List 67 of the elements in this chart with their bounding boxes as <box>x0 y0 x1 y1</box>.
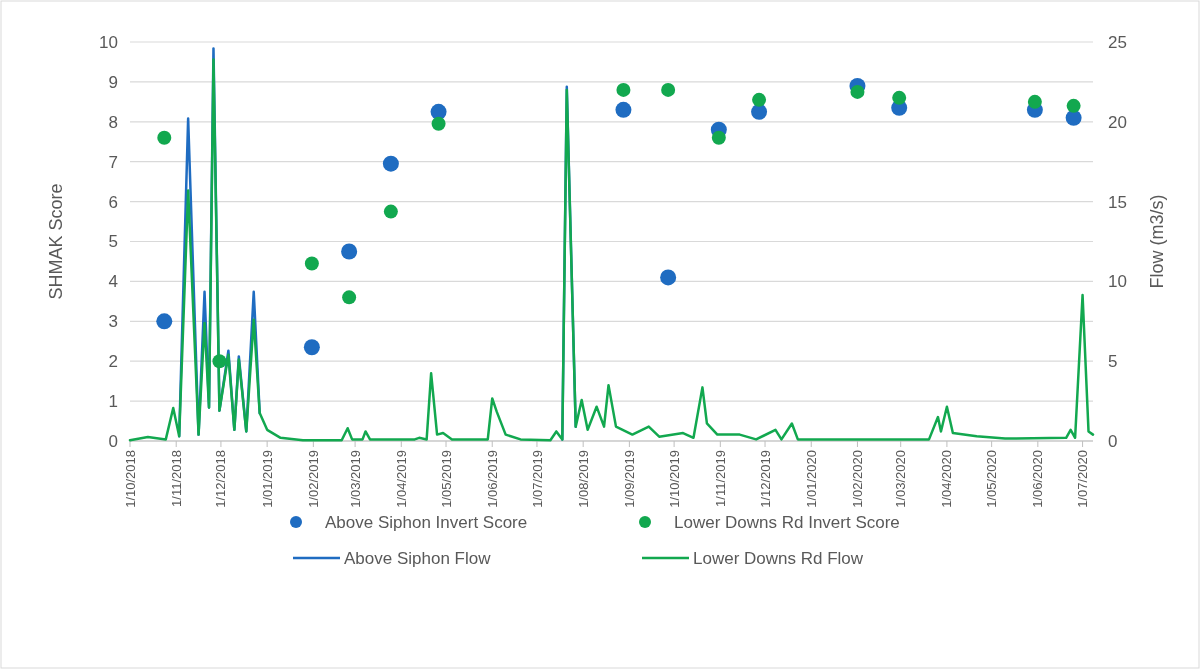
x-tick-label: 1/02/2019 <box>305 450 321 508</box>
y2-tick-label: 15 <box>1108 192 1127 212</box>
legend-label: Above Siphon Invert Score <box>325 512 528 532</box>
x-tick-label: 1/03/2019 <box>347 450 363 508</box>
legend-label: Lower Downs Rd Flow <box>693 548 864 568</box>
x-tick-label: 1/06/2020 <box>1030 450 1046 508</box>
point <box>156 313 173 330</box>
point <box>431 116 446 131</box>
point <box>711 130 726 145</box>
point <box>752 92 767 107</box>
x-tick-label: 1/03/2020 <box>893 450 909 508</box>
point <box>1065 109 1082 126</box>
point <box>660 269 677 286</box>
x-tick-label: 1/08/2019 <box>575 450 591 508</box>
x-tick-label: 1/05/2019 <box>438 450 454 508</box>
point <box>1027 94 1042 109</box>
y-axis-title: SHMAK Score <box>46 183 66 300</box>
y-tick-label: 10 <box>99 32 118 52</box>
y2-axis-title: Flow (m3/s) <box>1147 194 1167 289</box>
y-tick-label: 4 <box>108 272 118 292</box>
legend-label: Lower Downs Rd Invert Score <box>674 512 900 532</box>
x-tick-label: 1/12/2018 <box>213 450 229 508</box>
x-tick-label: 1/06/2019 <box>484 450 500 508</box>
point <box>751 103 768 120</box>
point <box>382 155 399 172</box>
y-tick-label: 6 <box>108 192 118 212</box>
y-tick-label: 5 <box>108 232 118 252</box>
point <box>383 204 398 219</box>
x-tick-label: 1/02/2020 <box>850 450 866 508</box>
point <box>661 82 676 97</box>
x-tick-label: 1/04/2019 <box>393 450 409 508</box>
point <box>850 84 865 99</box>
legend-label: Above Siphon Flow <box>344 548 492 568</box>
point <box>212 354 227 369</box>
y2-tick-label: 25 <box>1108 32 1127 52</box>
x-tick-label: 1/04/2020 <box>939 450 955 508</box>
x-tick-label: 1/07/2020 <box>1075 450 1091 508</box>
point <box>616 82 631 97</box>
x-tick-label: 1/10/2018 <box>122 450 138 508</box>
x-tick-label: 1/10/2019 <box>666 450 682 508</box>
y-tick-label: 9 <box>108 72 118 92</box>
x-tick-label: 1/11/2019 <box>712 450 728 507</box>
point <box>615 101 632 118</box>
y2-tick-label: 5 <box>1108 352 1118 372</box>
x-tick-label: 1/11/2018 <box>168 450 184 507</box>
y-tick-label: 8 <box>108 112 118 132</box>
point <box>304 256 319 271</box>
y-tick-label: 3 <box>108 312 118 332</box>
y-tick-label: 0 <box>108 431 118 451</box>
x-tick-label: 1/05/2020 <box>984 450 1000 508</box>
y2-tick-label: 10 <box>1108 272 1127 292</box>
point <box>1066 98 1081 113</box>
y-tick-label: 7 <box>108 152 118 172</box>
point <box>892 90 907 105</box>
y2-tick-label: 20 <box>1108 112 1127 132</box>
point <box>341 243 358 260</box>
x-tick-label: 1/07/2019 <box>529 450 545 508</box>
point <box>303 339 320 356</box>
x-tick-label: 1/12/2019 <box>757 450 773 508</box>
point <box>342 290 357 305</box>
x-tick-label: 1/01/2020 <box>803 450 819 508</box>
x-tick-label: 1/01/2019 <box>259 450 275 508</box>
y-tick-label: 1 <box>108 392 118 412</box>
x-tick-label: 1/09/2019 <box>621 450 637 508</box>
y-tick-label: 2 <box>108 352 118 372</box>
y2-tick-label: 0 <box>1108 431 1118 451</box>
point <box>157 130 172 145</box>
